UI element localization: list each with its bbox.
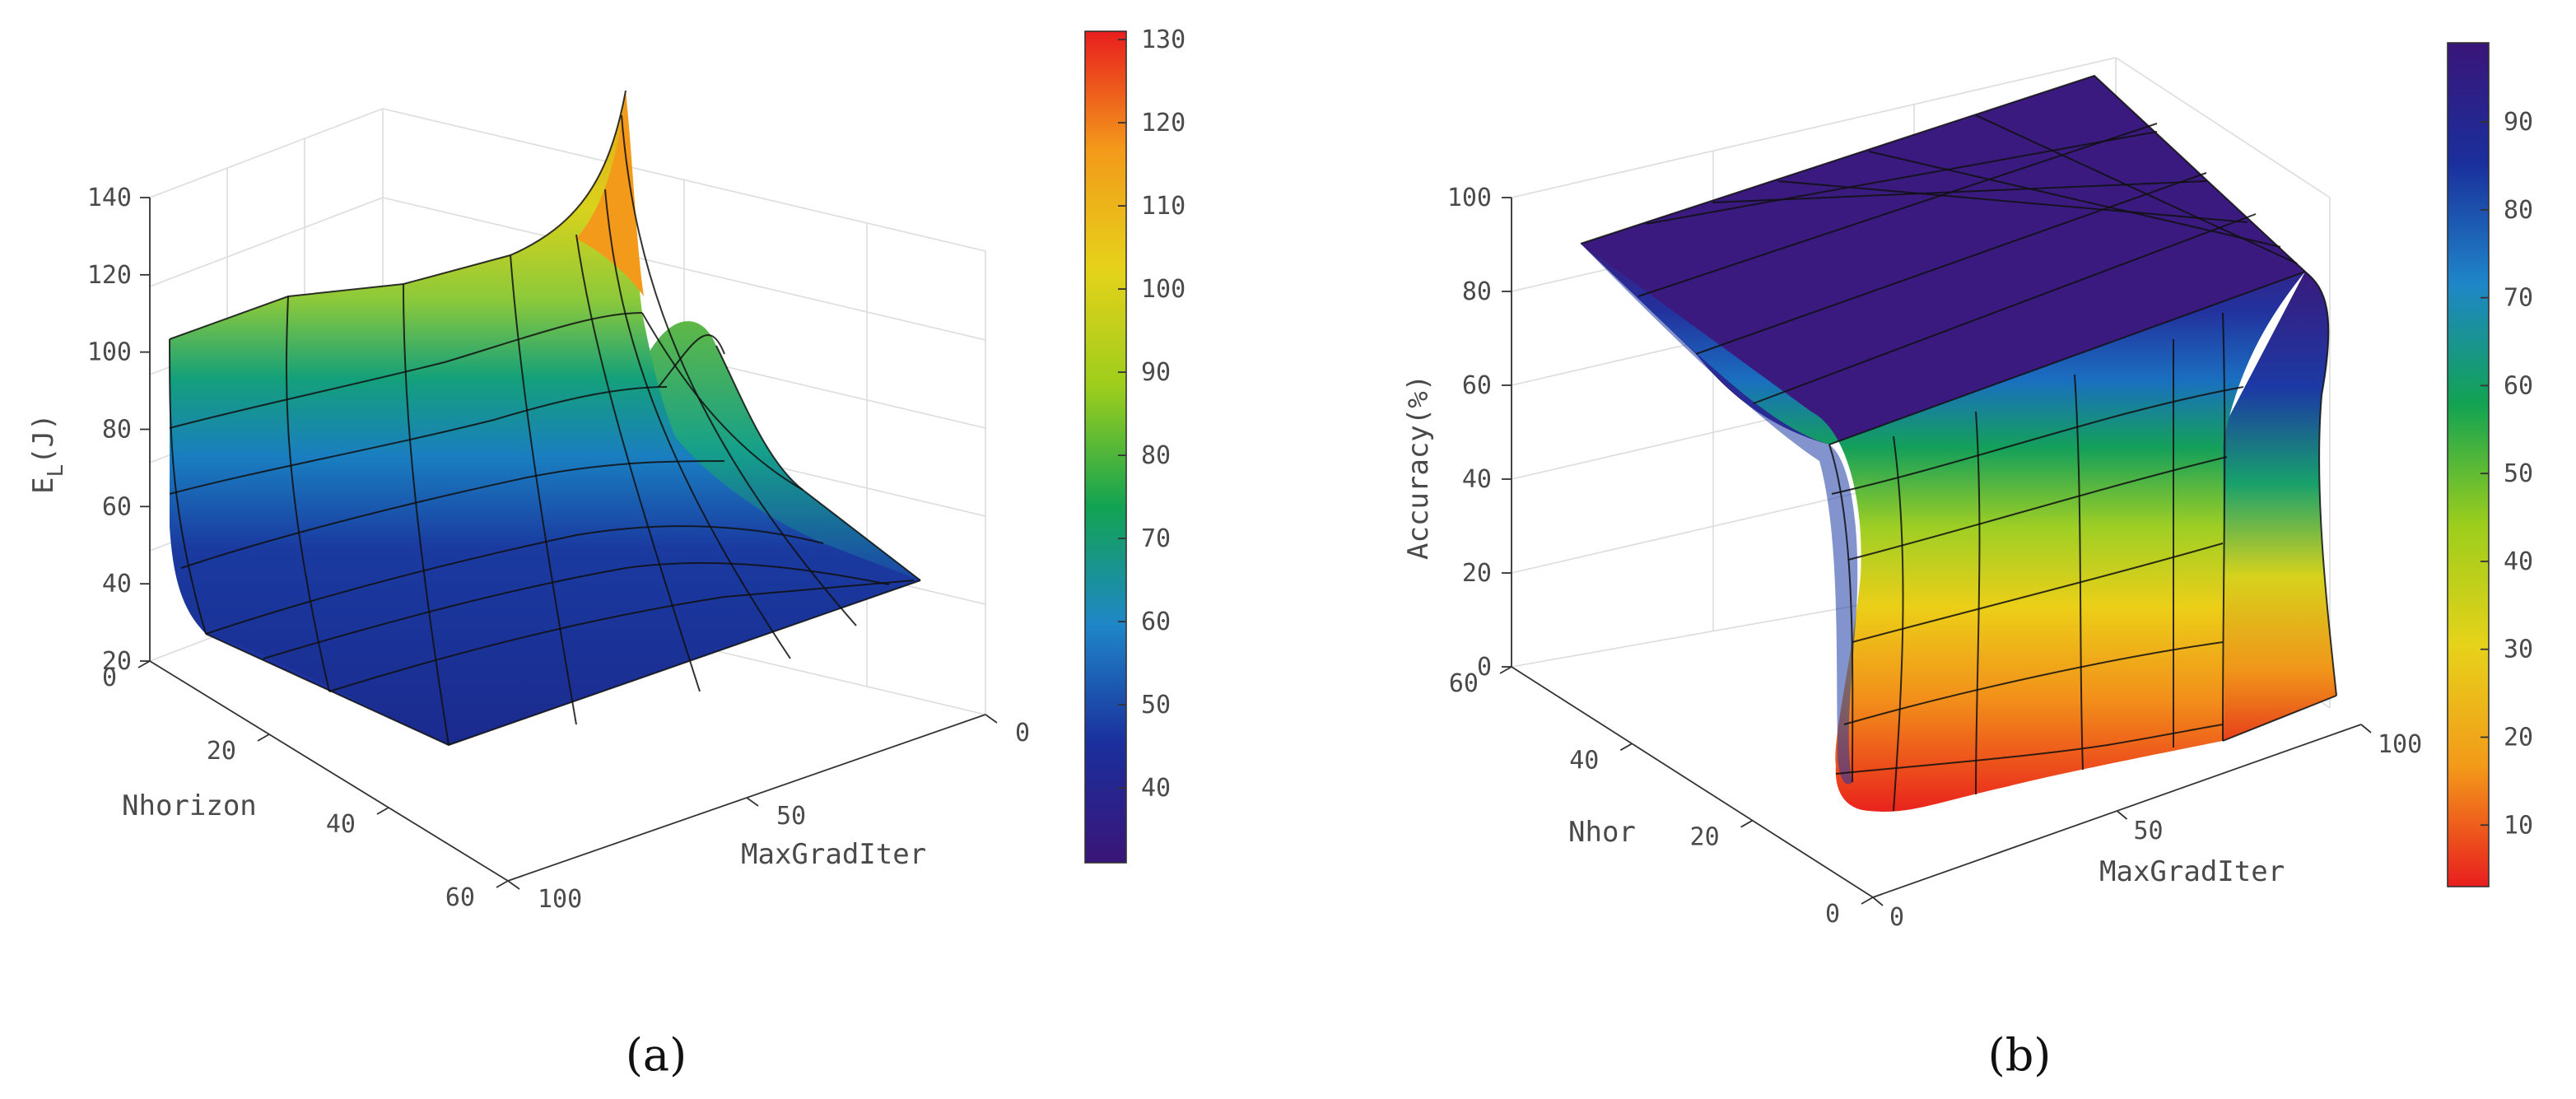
panel-b-mesh [1580, 74, 2337, 812]
panel-b-front [1581, 244, 2305, 812]
panel-b-x-tick-label: 40 [1569, 746, 1599, 775]
panel-b-y-tick-label: 100 [2378, 730, 2422, 759]
panel-b-x-label: Nhor [1568, 816, 1636, 849]
panel-a-x-tick-mark [137, 660, 151, 668]
panel-a-colorbar-tick-label: 90 [1141, 358, 1171, 387]
panel-b-y-tick-mark [2360, 724, 2372, 733]
panel-a-z-label-main: E [27, 477, 60, 494]
panel-b-caption: (b) [1988, 1029, 2052, 1081]
panel-b: 0 20 40 60 80 100 0 20 40 60 0 50 100 Nhor MaxGrad… [1402, 42, 2533, 1081]
panel-b-z-tick-label: 20 [1462, 559, 1492, 588]
panel-a-colorbar-tick-label: 120 [1141, 109, 1186, 137]
panel-a-z-tick-label: 60 [102, 492, 132, 521]
panel-b-x-ticks: 0 20 40 60 [1449, 666, 1874, 929]
panel-b-z-tick-label: 100 [1447, 184, 1492, 212]
panel-a-colorbar-tick-label: 60 [1141, 608, 1171, 636]
panel-a-z-tick-label: 40 [102, 570, 132, 598]
panel-a-x-tick-label: 20 [207, 737, 236, 766]
panel-b-colorbar-tick-label: 70 [2504, 284, 2533, 313]
panel-a-colorbar-tick-label: 130 [1141, 26, 1186, 54]
panel-a-x-tick-mark [496, 880, 509, 888]
panel-b-z-label: Accuracy(%) [1402, 375, 1435, 560]
panel-a-colorbar-tick-label: 100 [1141, 275, 1186, 304]
panel-a-x-tick-mark [257, 733, 270, 742]
panel-a-colorbar-ticks: 40 50 60 70 80 90 100 110 120 130 [1118, 26, 1186, 803]
panel-a-x-tick-label: 0 [102, 664, 117, 692]
panel-b-z-tick-label: 80 [1462, 277, 1492, 306]
panel-b-z-tick-label: 60 [1462, 371, 1492, 400]
panel-a-z-tick-label: 20 [102, 647, 132, 676]
panel-a-colorbar-tick-label: 40 [1141, 774, 1171, 803]
panel-a-x-ticks: 0 20 40 60 [102, 660, 509, 912]
panel-b-y-tick-label: 0 [1889, 903, 1904, 932]
panel-b-colorbar-tick-label: 10 [2504, 811, 2533, 840]
panel-b-x-tick-label: 20 [1690, 823, 1720, 852]
panel-a-x-tick-mark [376, 807, 389, 815]
panel-a-z-tick-label: 140 [87, 184, 132, 212]
panel-b-y-tick-label: 50 [2134, 817, 2164, 845]
panel-b-top [1581, 76, 2305, 445]
panel-a-colorbar-tick-label: 70 [1141, 524, 1171, 553]
panel-a-y-tick-label: 0 [1015, 719, 1030, 747]
panel-b-y-ticks: 0 50 100 [1872, 724, 2422, 932]
panel-b-colorbar-tick-label: 60 [2504, 371, 2533, 400]
panel-a-x-tick-label: 60 [445, 883, 475, 912]
panel-b-x-tick-mark [1619, 743, 1633, 752]
panel-a-y-tick-mark [507, 880, 520, 890]
panel-b-colorbar-tick-label: 20 [2504, 723, 2533, 752]
panel-a-z-tick-label: 120 [87, 261, 132, 290]
panel-a-z-ticks: 20 40 60 80 100 120 140 [87, 184, 150, 676]
panel-a-colorbar-tick-label: 80 [1141, 441, 1171, 470]
panel-b-x-tick-label: 0 [1825, 900, 1840, 929]
panel-a-x-label: Nhorizon [122, 789, 257, 822]
panel-a-colorbar [1085, 31, 1126, 863]
panel-b-z-tick-label: 0 [1477, 653, 1492, 682]
panel-b-colorbar-tick-label: 50 [2504, 459, 2533, 488]
panel-b-colorbar-tick-label: 40 [2504, 547, 2533, 576]
panel-b-x-axis [1511, 666, 1874, 898]
panel-a-mesh [169, 90, 921, 747]
panel-a-caption: (a) [626, 1029, 687, 1081]
panel-b-x-tick-mark [1861, 896, 1874, 905]
panel-a-y-tick-label: 50 [776, 802, 806, 831]
panel-a-y-label: MaxGradIter [741, 838, 926, 871]
panel-b-colorbar-tick-label: 80 [2504, 196, 2533, 225]
panel-a-x-tick-label: 40 [326, 810, 356, 839]
panel-a-y-tick-mark [985, 714, 998, 724]
panel-a-y-ticks: 0 50 100 [507, 714, 1030, 914]
panel-b-colorbar-ticks: 10 20 30 40 50 60 70 80 90 [2481, 108, 2533, 840]
panel-a-z-tick-label: 80 [102, 416, 132, 445]
panel-a-z-label: EL(J) [27, 413, 68, 494]
panel-a-z-tick-label: 100 [87, 338, 132, 367]
panel-a-colorbar-tick-label: 110 [1141, 192, 1186, 221]
panel-b-x-tick-mark [1740, 819, 1754, 828]
panel-a-z-label-unit: (J) [27, 413, 60, 463]
panel-b-x-tick-mark [1499, 666, 1512, 674]
panel-a-y-tick-mark [746, 797, 759, 807]
panel-a-z-label-sub: L [44, 464, 68, 477]
panel-b-colorbar [2448, 43, 2489, 887]
panel-b-colorbar-tick-label: 30 [2504, 636, 2533, 664]
panel-b-y-tick-mark [2116, 810, 2128, 820]
panel-a-surface [170, 91, 920, 745]
panel-a-colorbar-tick-label: 50 [1141, 691, 1171, 719]
panel-b-z-ticks: 0 20 40 60 80 100 [1447, 184, 1512, 682]
panel-b-colorbar-tick-label: 90 [2504, 108, 2533, 137]
panel-b-z-tick-label: 40 [1462, 465, 1492, 494]
panel-b-y-label: MaxGradIter [2099, 855, 2285, 888]
panel-b-side [2215, 272, 2336, 741]
panel-a-x-axis [149, 660, 509, 882]
panel-a-peak [576, 91, 644, 296]
panel-b-y-tick-mark [1872, 896, 1884, 906]
panel-a-y-tick-label: 100 [538, 885, 582, 914]
panel-b-x-tick-label: 60 [1449, 669, 1479, 698]
